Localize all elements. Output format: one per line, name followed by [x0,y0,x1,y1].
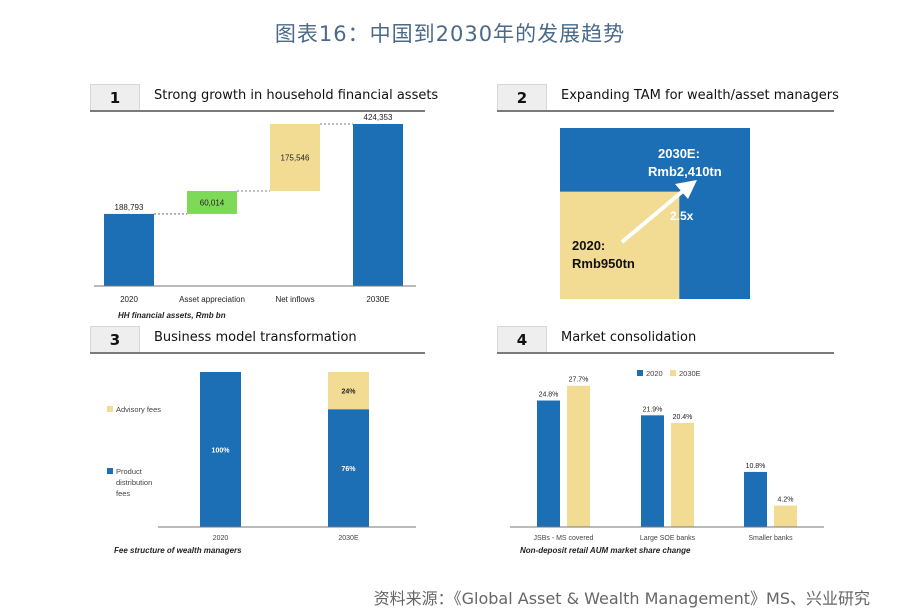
tam-growth-arrow-shaft [620,189,685,244]
grouped-bar-2-2020 [744,471,767,527]
panel-4-title: Market consolidation [561,330,697,345]
grouped-value-label-2-2030E: 4.2% [778,497,794,504]
grouped-legend-swatch-2020 [637,370,643,376]
stack-legend-label-product-line-1: distribution [116,478,152,487]
grouped-legend-label-2020: 2020 [646,369,663,378]
grouped-value-label-1-2030E: 20.4% [673,414,693,421]
grouped-bar-1-2030E [671,422,694,527]
tam-2030-label: 2030E: [658,146,700,161]
grouped-bar-0-2030E [567,385,590,527]
tam-2030-value: Rmb2,410tn [648,164,722,179]
panel-4-number: 4 [497,326,547,354]
waterfall-tick-label-0: 2020 [120,295,138,304]
waterfall-caption: HH financial assets, Rmb bn [118,311,226,320]
grouped-bar-0-2020 [537,400,560,527]
grouped-bar-2-2030E [774,505,797,527]
stack-tick-label-0: 2020 [213,535,229,542]
stack-value-label-2020-0: 100% [212,448,231,455]
grouped-tick-label-2: Smaller banks [748,535,793,542]
stack-legend-label-product-line-0: Product [116,467,143,476]
grouped-value-label-0-2020: 24.8% [539,392,559,399]
panel-1-number: 1 [90,84,140,112]
panel-3-rule [90,352,425,354]
grouped-legend-label-2030e: 2030E [679,369,701,378]
waterfall-tick-label-3: 2030E [366,295,389,304]
stack-bar-2030E-0 [328,409,369,527]
waterfall-value-label-0: 188,793 [115,203,144,212]
stack-bar-2030E-1 [328,372,369,410]
tam-growth-label: 2.5x [670,209,694,223]
grouped-value-label-0-2030E: 27.7% [569,377,589,384]
waterfall-value-label-3: 424,353 [364,113,393,122]
waterfall-value-label-1: 60,014 [200,198,225,207]
panel-3-header: 3 Business model transformation [90,326,425,354]
stack-legend-swatch-advisory [107,406,113,412]
stack-bar-2020-0 [200,372,241,527]
stack-legend-label-product-line-2: fees [116,489,130,498]
panel-1-header: 1 Strong growth in household financial a… [90,84,438,112]
stack-legend-label-advisory: Advisory fees [116,405,161,414]
tam-2020-value: Rmb950tn [572,256,635,271]
source-note: 资料来源：《Global Asset & Wealth Management》M… [373,589,870,608]
page-title: 图表16：中国到2030年的发展趋势 [274,22,626,46]
stack-tick-label-1: 2030E [338,535,359,542]
panel-1-title: Strong growth in household financial ass… [154,88,439,103]
waterfall-value-label-2: 175,546 [281,153,310,162]
grouped-value-label-2-2020: 10.8% [746,463,766,470]
waterfall-bar-1 [187,191,237,214]
panel-2-header: 2 Expanding TAM for wealth/asset manager… [497,84,839,112]
panel-2-rule [497,110,834,112]
grouped-tick-label-0: JSBs - MS covered [534,535,594,542]
waterfall-bar-0 [104,213,154,286]
grouped-bar-1-2020 [641,415,664,527]
panel-1-rule [90,110,425,112]
grouped-value-label-1-2020: 21.9% [643,406,663,413]
grouped-caption: Non-deposit retail AUM market share chan… [520,546,691,555]
panel-4-rule [497,352,834,354]
waterfall-bar-3 [353,123,403,287]
grouped-legend-swatch-2030e [670,370,676,376]
panel-4-header: 4 Market consolidation [497,326,834,354]
waterfall-tick-label-2: Net inflows [275,295,314,304]
panel-2-title: Expanding TAM for wealth/asset managers [561,88,839,103]
stack-value-label-2030E-0: 76% [341,466,356,473]
panel-3-title: Business model transformation [154,330,357,345]
waterfall-bar-2 [270,123,320,192]
tam-2020-label: 2020: [572,238,605,253]
stack-legend-swatch-product [107,468,113,474]
grouped-tick-label-1: Large SOE banks [640,535,696,542]
tam-growth-arrow-head [675,180,697,199]
stack-caption: Fee structure of wealth managers [114,546,242,555]
waterfall-tick-label-1: Asset appreciation [179,295,245,304]
stack-value-label-2030E-1: 24% [341,389,356,396]
